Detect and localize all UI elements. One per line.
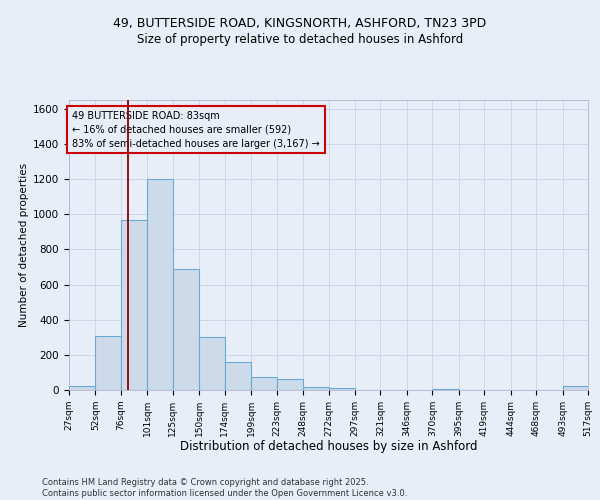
- Text: 49, BUTTERSIDE ROAD, KINGSNORTH, ASHFORD, TN23 3PD: 49, BUTTERSIDE ROAD, KINGSNORTH, ASHFORD…: [113, 18, 487, 30]
- Text: Contains HM Land Registry data © Crown copyright and database right 2025.
Contai: Contains HM Land Registry data © Crown c…: [42, 478, 407, 498]
- X-axis label: Distribution of detached houses by size in Ashford: Distribution of detached houses by size …: [180, 440, 477, 454]
- Bar: [224, 362, 251, 390]
- Text: 49 BUTTERSIDE ROAD: 83sqm
← 16% of detached houses are smaller (592)
83% of semi: 49 BUTTERSIDE ROAD: 83sqm ← 16% of detac…: [72, 110, 320, 148]
- Bar: [563, 386, 588, 390]
- Bar: [95, 336, 121, 390]
- Text: Size of property relative to detached houses in Ashford: Size of property relative to detached ho…: [137, 32, 463, 46]
- Bar: [121, 220, 148, 390]
- Bar: [148, 179, 173, 390]
- Bar: [432, 389, 459, 390]
- Bar: [69, 386, 95, 390]
- Bar: [199, 338, 224, 390]
- Y-axis label: Number of detached properties: Number of detached properties: [19, 163, 29, 327]
- Bar: [251, 377, 277, 390]
- Bar: [173, 268, 199, 390]
- Bar: [277, 378, 303, 390]
- Bar: [303, 388, 329, 390]
- Bar: [329, 388, 355, 390]
